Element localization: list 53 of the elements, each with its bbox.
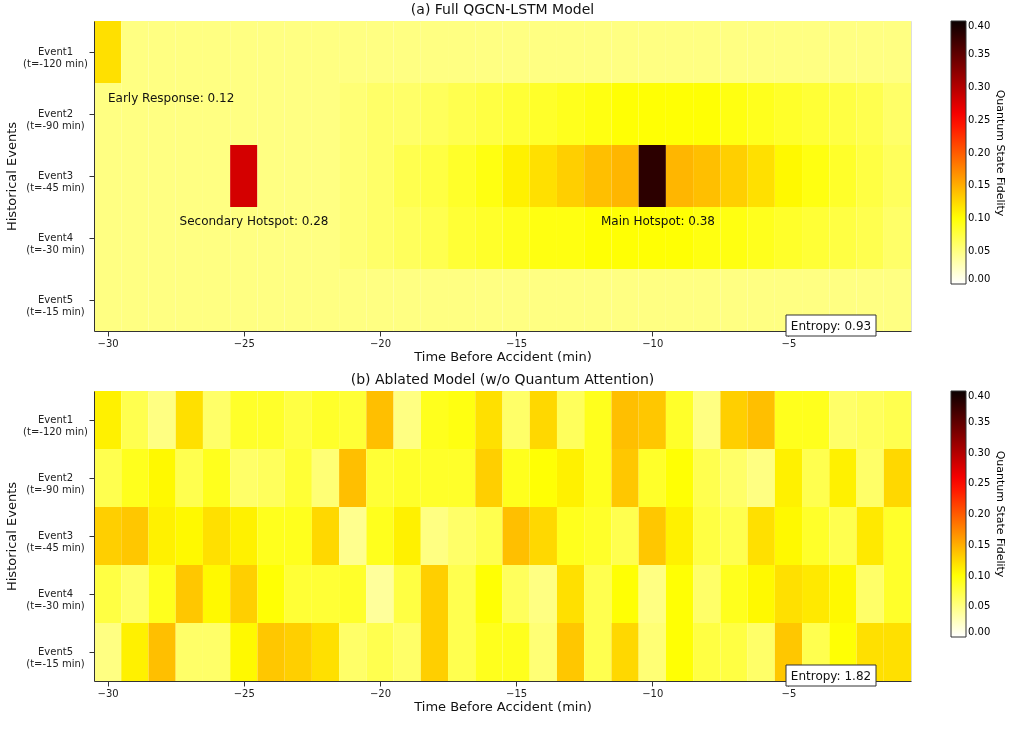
x-tick-label: −30 [97, 687, 119, 699]
annotation: Entropy: 1.82 [790, 668, 872, 683]
y-axis-title: Historical Events [4, 121, 20, 232]
color-bar-label: 0.05 [968, 600, 991, 612]
y-tick-label: Event3 (t=-45 min) [26, 530, 85, 553]
color-bar-label: 0.40 [968, 20, 991, 31]
annotation: Secondary Hotspot: 0.28 [179, 214, 329, 228]
annotation: Main Hotspot: 0.38 [600, 214, 716, 228]
color-bar-label: 0.10 [968, 212, 991, 224]
x-tick-label: −20 [369, 687, 391, 699]
y-tick-label: Event5 (t=-15 min) [26, 646, 85, 669]
color-bar-label: 0.20 [968, 508, 991, 519]
x-tick-label: −5 [781, 337, 797, 349]
color-bar-label: 0.35 [968, 47, 991, 59]
color-bar-label: 0.15 [968, 538, 991, 550]
color-bar-label: 0.25 [968, 477, 991, 489]
color-bar-label: 0.20 [968, 146, 991, 158]
y-tick-label: Event5 (t=-15 min) [26, 294, 85, 317]
x-tick-label: −5 [781, 687, 797, 699]
color-bar-title: Quantum State Fidelity [994, 89, 1007, 217]
x-tick-label: −10 [642, 687, 664, 699]
color-bar-label: 0.15 [968, 179, 991, 191]
x-axis-title: Time Before Accident (min) [413, 348, 592, 364]
color-bar-label: 0.30 [968, 80, 991, 92]
y-tick-label: Event2 (t=-90 min) [26, 108, 85, 131]
x-tick-label: −15 [506, 337, 528, 349]
chart-title: (b) Ablated Model (w/o Quantum Attention) [350, 371, 655, 387]
color-bar-label: 0.00 [968, 626, 991, 637]
color-bar-label: 0.05 [968, 245, 991, 257]
annotation: Entropy: 0.93 [790, 318, 872, 333]
color-bar-label: 0.35 [968, 415, 991, 427]
y-tick-label: Event2 (t=-90 min) [26, 472, 85, 495]
y-tick-label: Event4 (t=-30 min) [26, 232, 85, 255]
x-tick-label: −25 [233, 337, 255, 349]
x-tick-label: −15 [506, 687, 528, 699]
color-bar-label: 0.10 [968, 569, 991, 581]
color-bar-label: 0.30 [968, 446, 991, 458]
x-tick-label: −20 [369, 337, 391, 349]
y-tick-label: Event3 (t=-45 min) [26, 170, 85, 193]
annotation: Early Response: 0.12 [108, 91, 235, 105]
y-tick-label: Event4 (t=-30 min) [26, 588, 85, 611]
x-axis-title: Time Before Accident (min) [413, 698, 592, 714]
y-axis-title: Historical Events [4, 481, 20, 592]
x-tick-label: −25 [233, 687, 255, 699]
x-tick-label: −10 [642, 337, 664, 349]
color-bar-title: Quantum State Fidelity [994, 450, 1007, 578]
color-bar-label: 0.00 [968, 273, 991, 284]
chart-title: (a) Full QGCN-LSTM Model [410, 1, 595, 17]
x-tick-label: −30 [97, 337, 119, 349]
color-bar-label: 0.40 [968, 390, 991, 401]
y-tick-label: Event1 (t=-120 min) [23, 46, 89, 69]
color-bar-label: 0.25 [968, 113, 991, 125]
y-tick-label: Event1 (t=-120 min) [23, 414, 89, 437]
